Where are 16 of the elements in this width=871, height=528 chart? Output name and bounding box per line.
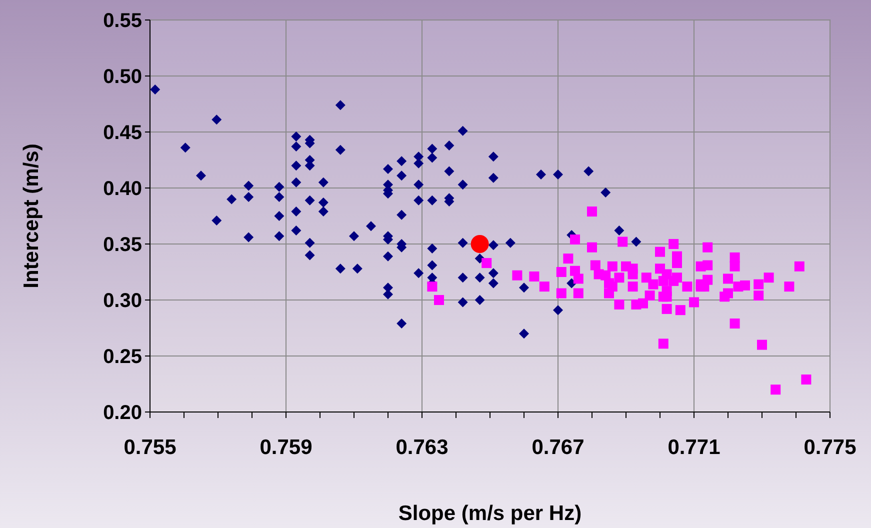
- y-tick-label: 0.35: [103, 234, 142, 256]
- x-tick-label: 0.771: [668, 436, 721, 459]
- x-tick-label: 0.763: [396, 436, 448, 459]
- x-tick-label: 0.755: [124, 436, 177, 459]
- y-tick-label: 0.25: [103, 346, 142, 368]
- y-tick-label: 0.55: [103, 10, 142, 32]
- y-tick-label: 0.45: [103, 122, 142, 144]
- x-tick-label: 0.767: [532, 436, 584, 459]
- y-tick-label: 0.20: [103, 402, 142, 424]
- x-axis-title: Slope (m/s per Hz): [398, 502, 582, 525]
- y-tick-label: 0.30: [103, 290, 142, 312]
- x-tick-label: 0.775: [804, 436, 857, 459]
- y-tick-label: 0.40: [103, 178, 142, 200]
- y-axis-title: Intercept (m/s): [20, 144, 43, 288]
- x-tick-label: 0.759: [260, 436, 312, 459]
- y-tick-label: 0.50: [103, 66, 142, 88]
